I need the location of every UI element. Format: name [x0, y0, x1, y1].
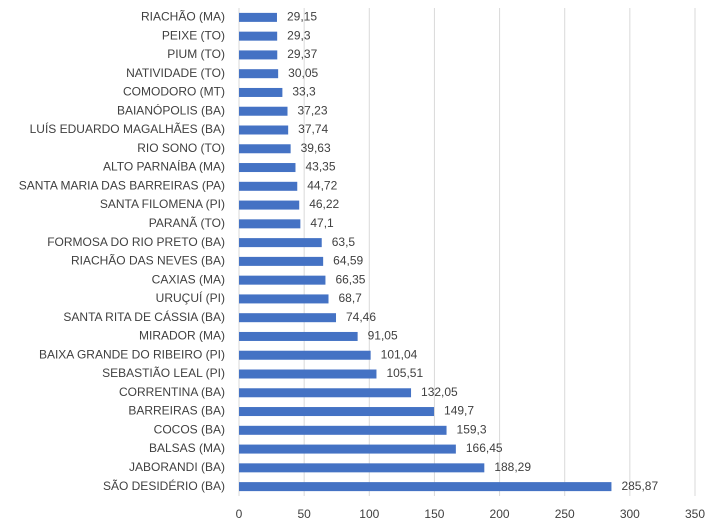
y-tick-label: BAIXA GRANDE DO RIBEIRO (PI) — [39, 347, 225, 361]
x-tick-label: 100 — [359, 507, 379, 521]
bar — [239, 425, 447, 435]
y-tick-label: SANTA RITA DE CÁSSIA (BA) — [63, 309, 225, 324]
bar — [239, 313, 337, 323]
data-label: 285,87 — [621, 479, 658, 493]
data-label: 105,51 — [386, 366, 423, 380]
y-tick-label: BALSAS (MA) — [149, 441, 225, 455]
bar — [239, 482, 612, 492]
bar — [239, 31, 278, 41]
data-label: 39,63 — [301, 141, 331, 155]
bar — [239, 163, 296, 173]
y-tick-label: SEBASTIÃO LEAL (PI) — [102, 366, 225, 380]
bar — [239, 144, 291, 154]
y-tick-label: CORRENTINA (BA) — [119, 385, 225, 399]
data-label: 43,35 — [305, 160, 335, 174]
bar — [239, 463, 485, 473]
bar — [239, 388, 412, 398]
y-tick-label: RIO SONO (TO) — [137, 141, 225, 155]
data-label: 66,35 — [335, 272, 365, 286]
bar — [239, 219, 301, 229]
y-tick-label: MIRADOR (MA) — [139, 329, 225, 343]
x-tick-label: 200 — [490, 507, 510, 521]
data-label: 47,1 — [310, 216, 334, 230]
bar — [239, 87, 283, 97]
y-tick-label: SÃO DESIDÉRIO (BA) — [103, 478, 225, 493]
data-label: 64,59 — [333, 254, 363, 268]
y-tick-label: PARANÃ (TO) — [149, 216, 225, 230]
data-label: 132,05 — [421, 385, 458, 399]
bar — [239, 12, 277, 22]
y-tick-label: BAIANÓPOLIS (BA) — [117, 102, 225, 117]
y-tick-label: COCOS (BA) — [154, 422, 225, 436]
data-label: 29,3 — [287, 28, 311, 42]
bar — [239, 444, 456, 454]
y-tick-label: NATIVIDADE (TO) — [126, 66, 225, 80]
data-label: 29,15 — [287, 10, 317, 24]
data-label: 188,29 — [494, 460, 531, 474]
data-label: 37,23 — [298, 103, 328, 117]
bar — [239, 69, 279, 79]
bar — [239, 125, 289, 135]
data-label: 166,45 — [466, 441, 503, 455]
bar — [239, 256, 324, 266]
bar — [239, 407, 435, 417]
y-tick-label: CAXIAS (MA) — [152, 272, 225, 286]
y-tick-label: JABORANDI (BA) — [129, 460, 225, 474]
bar — [239, 106, 288, 116]
data-label: 44,72 — [307, 178, 337, 192]
y-tick-label: FORMOSA DO RIO PRETO (BA) — [47, 235, 225, 249]
data-label: 74,46 — [346, 310, 376, 324]
y-tick-label: PEIXE (TO) — [162, 28, 225, 42]
x-tick-label: 250 — [555, 507, 575, 521]
y-tick-label: SANTA FILOMENA (PI) — [100, 197, 225, 211]
data-label: 101,04 — [381, 347, 418, 361]
data-label: 30,05 — [288, 66, 318, 80]
data-label: 149,7 — [444, 404, 474, 418]
y-tick-label: URUÇUÍ (PI) — [156, 290, 225, 305]
y-tick-label: PIUM (TO) — [167, 47, 225, 61]
x-tick-label: 350 — [685, 507, 705, 521]
y-tick-label: ALTO PARNAÍBA (MA) — [103, 159, 225, 174]
data-label: 68,7 — [339, 291, 363, 305]
data-label: 37,74 — [298, 122, 328, 136]
bar — [239, 294, 329, 304]
y-tick-label: RIACHÃO DAS NEVES (BA) — [71, 254, 225, 268]
bar — [239, 200, 300, 210]
x-tick-label: 50 — [297, 507, 311, 521]
bar — [239, 238, 322, 248]
data-label: 33,3 — [292, 85, 316, 99]
bar — [239, 331, 358, 341]
x-tick-label: 0 — [236, 507, 243, 521]
data-label: 91,05 — [368, 329, 398, 343]
data-label: 46,22 — [309, 197, 339, 211]
x-tick-label: 150 — [424, 507, 444, 521]
bar — [239, 350, 371, 360]
y-tick-label: COMODORO (MT) — [123, 85, 225, 99]
data-label: 29,37 — [287, 47, 317, 61]
y-tick-label: LUÍS EDUARDO MAGALHÃES (BA) — [30, 121, 225, 136]
bar — [239, 181, 298, 191]
y-tick-label: SANTA MARIA DAS BARREIRAS (PA) — [19, 178, 225, 192]
y-tick-label: RIACHÃO (MA) — [141, 10, 225, 24]
data-label: 159,3 — [457, 422, 487, 436]
bar — [239, 50, 278, 60]
bar — [239, 369, 377, 379]
y-tick-label: BARREIRAS (BA) — [128, 404, 225, 418]
bar — [239, 275, 326, 285]
data-label: 63,5 — [332, 235, 356, 249]
x-tick-label: 300 — [620, 507, 640, 521]
